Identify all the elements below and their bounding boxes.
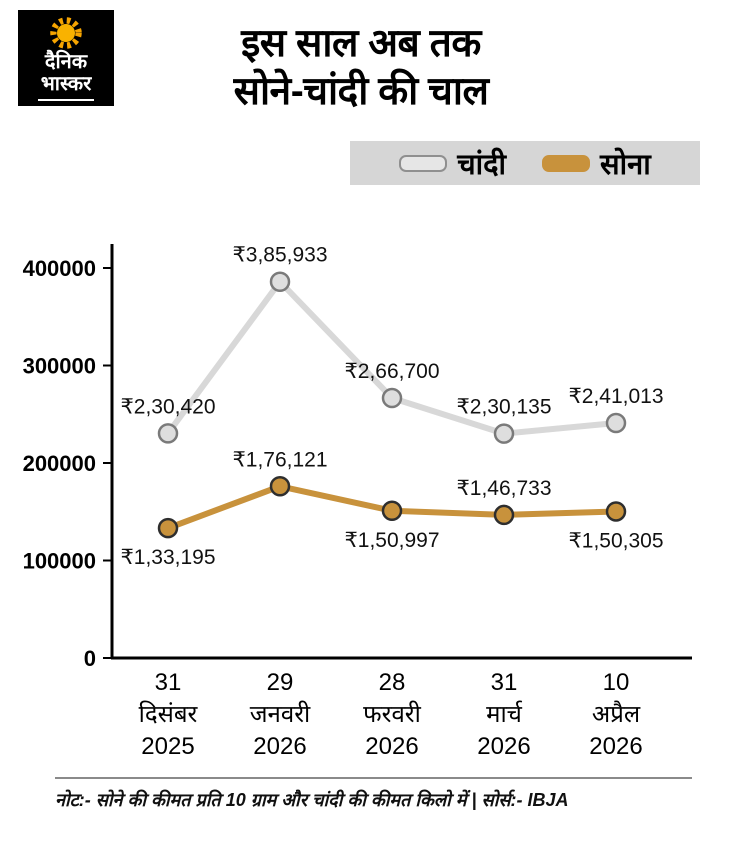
data-label: ₹2,41,013 [568,385,663,408]
x-label-year: 2026 [365,733,418,760]
legend-item-silver: चांदी [399,144,506,183]
logo-text-line2: भास्कर [40,73,92,95]
gold-line-swatch [542,154,591,172]
page-title: इस साल अब तक सोने-चांदी की चाल [126,20,596,115]
silver-line-swatch [399,154,448,172]
y-tick-label: 200000 [23,451,96,476]
x-label-month: दिसंबर [139,700,199,728]
x-label-day: 28 [379,669,406,696]
data-point [493,423,515,445]
y-tick-label: 400000 [23,256,96,281]
data-label: ₹1,76,121 [232,448,327,471]
logo-text-line1: दैनिक [44,51,88,73]
data-point [269,476,291,497]
data-point [157,518,179,539]
data-label: ₹2,66,700 [344,360,439,383]
y-tick-label: 100000 [23,549,96,574]
x-label-month: अप्रैल [592,700,641,728]
legend-label-gold: सोना [600,148,651,181]
x-label-year: 2026 [589,733,642,760]
x-label-year: 2025 [141,733,194,760]
data-label: ₹1,50,997 [344,529,439,552]
x-label-day: 31 [155,669,182,696]
logo-underline [38,99,94,101]
sun-icon [50,17,82,49]
x-label-month: फरवरी [363,700,421,728]
data-label: ₹2,30,135 [456,396,551,419]
y-tick-label: 0 [84,646,96,671]
y-tick-label: 300000 [23,354,96,379]
data-point [493,504,515,526]
data-point [605,412,627,434]
data-label: ₹3,85,933 [232,244,327,267]
x-label-month: जनवरी [250,700,311,728]
page-title-line2: सोने-चांदी की चाल [233,69,489,113]
price-line-chart: 0 100000 200000 300000 400000 31 दिसंबर 2025 29 ज… [0,213,730,773]
x-label-year: 2026 [477,733,530,760]
x-label-day: 29 [267,669,294,696]
dainik-bhaskar-logo: दैनिक भास्कर [18,10,114,106]
footer-note: नोट:- सोने की कीमत प्रति 10 ग्राम और चां… [55,777,692,812]
data-point [381,387,403,409]
data-point [157,423,179,444]
data-point [381,500,403,522]
x-label-day: 10 [603,669,630,696]
page-title-line1: इस साल अब तक [241,22,481,65]
legend-label-silver: चांदी [457,148,507,181]
chart-svg: 0 100000 200000 300000 400000 31 दिसंबर 2025 29 ज… [23,244,692,760]
x-label-day: 31 [491,669,518,696]
x-label-year: 2026 [253,733,306,760]
data-label: ₹1,46,733 [456,477,551,500]
legend: चांदी सोना [350,141,700,186]
legend-item-gold: सोना [542,144,651,183]
data-label: ₹1,33,195 [120,546,215,569]
header: दैनिक भास्कर इस साल अब तक सोने-चांदी की … [0,0,730,115]
data-label: ₹2,30,420 [120,395,215,418]
data-point [269,271,291,293]
x-label-month: मार्च [486,700,523,728]
data-label: ₹1,50,305 [568,530,663,553]
data-point [605,501,627,522]
